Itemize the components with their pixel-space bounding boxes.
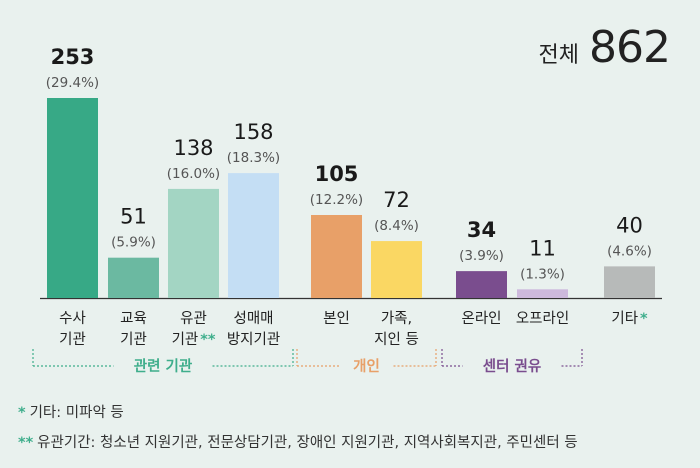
value-label-5: 72 [383, 188, 410, 212]
bar-5 [371, 241, 422, 298]
bar-6 [456, 271, 507, 298]
category-label-8-0: 기타 * [611, 310, 648, 327]
category-label-5-1: 지인 등 [374, 331, 419, 348]
bar-2 [168, 188, 219, 298]
category-label-5-0: 가족, [381, 310, 412, 327]
double-asterisk-mark: ** [18, 435, 34, 451]
value-label-7: 11 [529, 236, 556, 260]
percent-label-8: (4.6%) [607, 243, 652, 259]
total-value: 862 [589, 22, 671, 73]
total-label: 전체 [538, 43, 580, 68]
category-label-3-1: 방지기관 [227, 331, 280, 348]
category-label-2-0: 유관 [180, 310, 207, 327]
category-label-0-0: 수사 [59, 310, 86, 327]
footnote-related-text: 유관기간: 청소년 지원기관, 전문상담기관, 장애인 지원기관, 지역사회복지… [37, 435, 578, 451]
percent-label-4: (12.2%) [310, 192, 363, 208]
category-label-6-0: 온라인 [461, 310, 501, 327]
category-mark-2: ** [200, 332, 216, 348]
footnote-other: * 기타: 미파악 등 [18, 398, 578, 428]
percent-label-6: (3.9%) [459, 248, 504, 264]
percent-label-1: (5.9%) [111, 235, 156, 251]
category-label-2-1: 기관 ** [172, 331, 216, 348]
category-mark-8: * [640, 311, 648, 327]
group-label-1: 개인 [353, 357, 380, 375]
group-label-0: 관련 기관 [134, 357, 193, 375]
category-label-0-1: 기관 [59, 331, 86, 348]
percent-label-7: (1.3%) [520, 266, 565, 282]
percent-label-5: (8.4%) [374, 218, 419, 234]
bar-4 [311, 214, 362, 298]
bar-1 [108, 257, 159, 298]
total-count: 전체 862 [538, 22, 671, 73]
category-label-3-0: 성매매 [233, 310, 273, 327]
value-label-2: 138 [173, 136, 213, 160]
percent-label-2: (16.0%) [167, 166, 220, 182]
category-label-7-0: 오프라인 [516, 310, 569, 327]
bar-7 [517, 289, 568, 298]
value-label-4: 105 [315, 162, 359, 186]
group-label-2: 센터 권유 [483, 357, 541, 375]
value-label-6: 34 [467, 218, 496, 242]
percent-label-3: (18.3%) [227, 150, 280, 166]
value-label-3: 158 [233, 120, 273, 144]
footnotes: * 기타: 미파악 등 ** 유관기간: 청소년 지원기관, 전문상담기관, 장애인… [18, 398, 578, 458]
bar-0 [47, 98, 98, 298]
value-label-8: 40 [616, 213, 643, 237]
footnote-other-text: 기타: 미파악 등 [29, 405, 124, 421]
category-label-1-1: 기관 [120, 331, 147, 348]
percent-label-0: (29.4%) [46, 75, 99, 91]
value-label-0: 253 [51, 45, 95, 69]
footnote-related: ** 유관기간: 청소년 지원기관, 전문상담기관, 장애인 지원기관, 지역사회… [18, 428, 578, 458]
category-label-1-0: 교육 [120, 311, 147, 327]
bar-8 [604, 266, 655, 298]
value-label-1: 51 [120, 205, 147, 229]
asterisk-mark: * [18, 405, 26, 421]
bar-3 [228, 173, 279, 298]
category-label-4-0: 본인 [323, 310, 350, 327]
